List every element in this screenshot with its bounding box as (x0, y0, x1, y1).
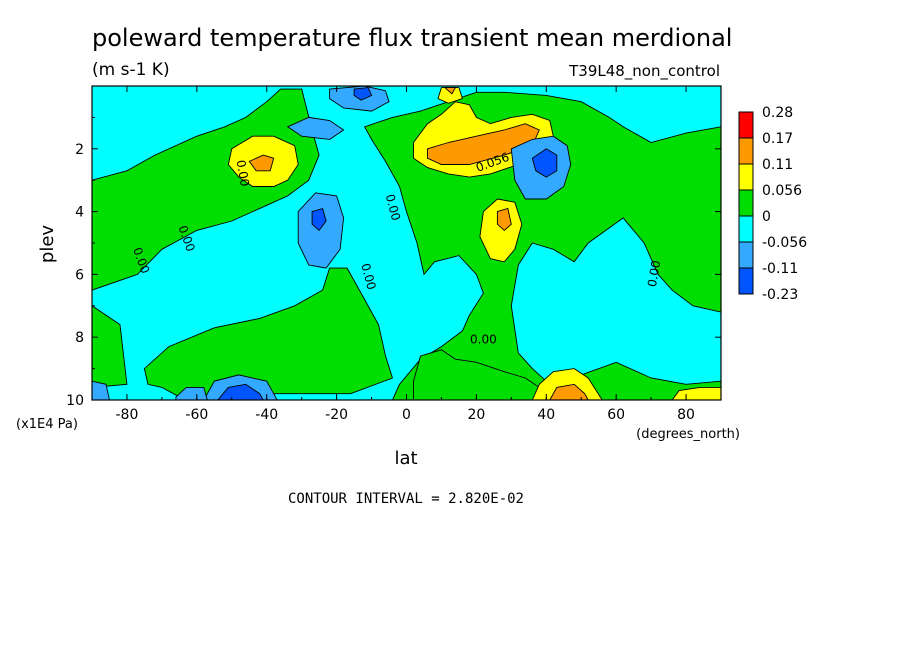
x-axis-units: (degrees_north) (636, 427, 740, 442)
x-tick-label: 20 (467, 407, 485, 423)
y-tick-label: 4 (75, 205, 84, 221)
legend-level-label: 0.056 (762, 183, 802, 199)
legend-swatch (738, 267, 754, 295)
legend-swatch (738, 189, 754, 217)
x-tick-label: -40 (255, 407, 278, 423)
contour-region (248, 154, 275, 172)
y-axis-units: (x1E4 Pa) (16, 417, 78, 432)
legend-level-label: -0.23 (762, 287, 798, 303)
y-axis-label: plev (37, 225, 58, 264)
contour-region (443, 87, 457, 95)
contour-region (286, 116, 345, 140)
y-tick-label: 8 (75, 330, 84, 346)
contour-region (92, 380, 110, 400)
dataset-label: T39L48_non_control (568, 62, 720, 81)
contour-region (92, 305, 128, 388)
contour-region (531, 148, 558, 178)
legend-level-label: 0 (762, 209, 771, 225)
y-tick-label: 2 (75, 142, 84, 158)
x-tick-label: 40 (537, 407, 555, 423)
x-tick-label: 0 (402, 407, 411, 423)
chart-units: (m s-1 K) (92, 60, 170, 80)
legend-swatch (738, 111, 754, 139)
contour-interval: CONTOUR INTERVAL = 2.820E-02 (288, 491, 524, 507)
contour-fills (92, 86, 721, 400)
x-tick-label: -60 (185, 407, 208, 423)
x-tick-label: 60 (607, 407, 625, 423)
contour-region (531, 368, 603, 400)
legend-swatch (738, 241, 754, 269)
contour-region (427, 123, 540, 165)
contour-label: 0.00 (645, 259, 663, 288)
contour-label: 0.00 (470, 332, 497, 346)
y-axis: 2 4 6 8 10 (66, 116, 721, 409)
legend-swatch (738, 215, 754, 243)
contour-region (479, 198, 523, 263)
legend-level-label: -0.11 (762, 261, 798, 277)
legend-swatch (738, 137, 754, 165)
contour-region (437, 87, 463, 104)
contour-region (311, 207, 327, 232)
x-axis-label: lat (394, 448, 417, 469)
chart-title: poleward temperature flux transient mean… (92, 24, 732, 52)
x-tick-label: -20 (325, 407, 348, 423)
legend-level-label: 0.11 (762, 157, 793, 173)
y-tick-label: 10 (66, 393, 84, 409)
legend-level-label: 0.28 (762, 105, 793, 121)
contour-region (297, 192, 345, 269)
contour-label: 0.00 (383, 193, 403, 222)
contour-label: 0.00 (358, 262, 378, 291)
contour-region (671, 386, 721, 400)
x-axis: -80 -60 -40 -20 0 20 40 60 80 (91, 86, 722, 423)
x-tick-label: -80 (116, 407, 139, 423)
contour-region (217, 383, 264, 400)
contour-region (496, 207, 512, 232)
legend-swatch (738, 163, 754, 191)
contour-region (413, 349, 547, 400)
colorbar-legend: 0.28 0.17 0.11 0.056 0 -0.056 -0.11 -0.23 (738, 105, 807, 303)
contour-label: 0.00 (233, 159, 251, 188)
legend-level-label: -0.056 (762, 235, 807, 251)
y-tick-label: 6 (75, 267, 84, 283)
contour-region (549, 383, 589, 400)
contour-region (353, 87, 373, 101)
legend-level-label: 0.17 (762, 131, 793, 147)
x-tick-label: 80 (677, 407, 695, 423)
